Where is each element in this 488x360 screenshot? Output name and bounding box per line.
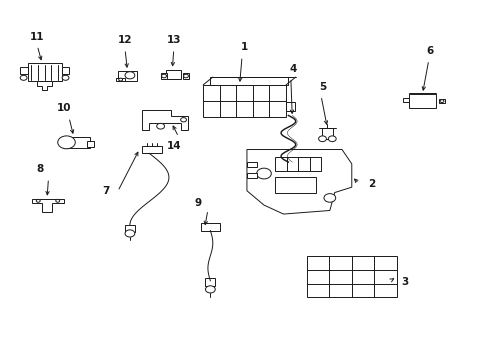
Circle shape: [439, 100, 443, 103]
Circle shape: [183, 74, 188, 78]
Text: 13: 13: [166, 35, 181, 45]
Text: 8: 8: [36, 164, 43, 174]
Bar: [438, 99, 444, 103]
Bar: [200, 223, 220, 230]
Text: 11: 11: [30, 32, 44, 41]
Bar: [125, 225, 135, 232]
Text: 12: 12: [118, 35, 132, 45]
Circle shape: [125, 230, 135, 237]
Bar: [274, 157, 321, 171]
Polygon shape: [37, 81, 52, 90]
Bar: [20, 67, 27, 74]
Circle shape: [62, 75, 69, 80]
Circle shape: [328, 136, 335, 141]
Bar: [183, 73, 188, 79]
Bar: [27, 63, 61, 81]
Bar: [286, 102, 295, 111]
Bar: [63, 137, 89, 148]
Circle shape: [318, 136, 326, 141]
Text: 7: 7: [102, 186, 109, 196]
Polygon shape: [246, 162, 256, 167]
Bar: [87, 141, 94, 147]
Circle shape: [125, 72, 135, 79]
Text: 2: 2: [367, 179, 374, 189]
Bar: [61, 67, 69, 74]
Circle shape: [256, 168, 271, 179]
Circle shape: [205, 286, 215, 293]
Bar: [306, 256, 396, 297]
Bar: [142, 145, 162, 153]
Text: 3: 3: [401, 277, 408, 287]
Polygon shape: [246, 173, 256, 178]
Circle shape: [157, 123, 164, 129]
Bar: [166, 70, 181, 79]
Text: 5: 5: [318, 82, 325, 92]
Bar: [408, 94, 435, 108]
Text: 9: 9: [194, 198, 202, 208]
Text: 14: 14: [166, 141, 181, 151]
Text: 6: 6: [426, 46, 432, 56]
Circle shape: [324, 194, 335, 202]
Text: 4: 4: [289, 64, 296, 74]
Text: 10: 10: [57, 103, 71, 113]
Polygon shape: [142, 110, 188, 130]
Bar: [161, 73, 166, 79]
Circle shape: [20, 75, 27, 80]
Circle shape: [119, 78, 122, 81]
Bar: [322, 128, 332, 139]
Bar: [403, 98, 408, 102]
Circle shape: [56, 199, 60, 202]
Polygon shape: [32, 199, 64, 212]
Circle shape: [180, 118, 186, 122]
Text: 1: 1: [241, 42, 247, 52]
Polygon shape: [116, 78, 125, 81]
Circle shape: [36, 199, 40, 202]
Bar: [118, 71, 137, 81]
Bar: [205, 278, 215, 286]
Circle shape: [161, 74, 166, 78]
Polygon shape: [246, 149, 351, 214]
Circle shape: [58, 136, 75, 149]
Bar: [203, 85, 285, 117]
Bar: [210, 77, 288, 85]
Bar: [274, 177, 316, 193]
